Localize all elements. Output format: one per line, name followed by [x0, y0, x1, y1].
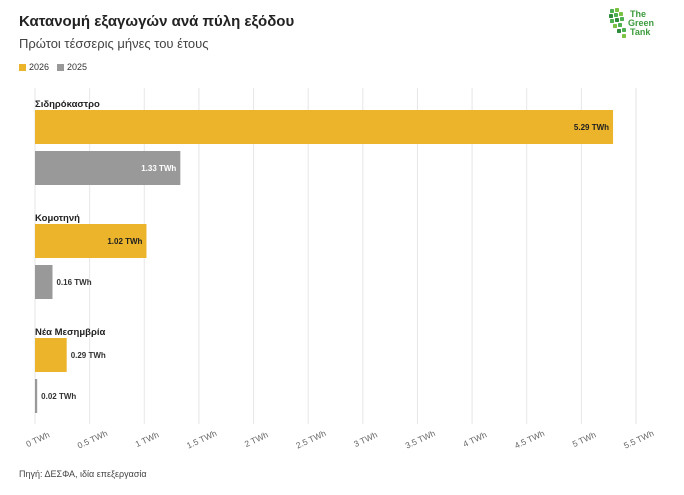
legend-item-2025[interactable]: 2025: [57, 62, 87, 72]
x-tick-label: 3 TWh: [352, 429, 379, 449]
green-tank-logo-icon: The Green Tank: [609, 8, 654, 38]
legend-swatch-2025: [57, 63, 65, 71]
bar-value-label: 1.33 TWh: [141, 164, 176, 173]
x-tick-label: 0 TWh: [24, 429, 51, 449]
chart-subtitle: Πρώτοι τέσσερις μήνες του έτους: [19, 36, 209, 51]
category-label: Νέα Μεσημβρία: [35, 327, 105, 338]
bar-2025-1[interactable]: [35, 265, 53, 299]
legend-swatch-2026: [19, 63, 26, 71]
legend-label-2025: 2025: [67, 62, 88, 72]
x-tick-label: 2.5 TWh: [294, 428, 327, 451]
x-tick-label: 0.5 TWh: [76, 428, 109, 451]
bars: Σιδηρόκαστρο 5.29 TWh 1.33 TWh Κομοτηνή 1.02…: [35, 99, 614, 413]
x-axis-ticks: 0 TWh 0.5 TWh 1 TWh 1.5 TWh 2 TWh 2.5 TWh 3 TW…: [24, 428, 655, 451]
x-tick-label: 4 TWh: [461, 429, 488, 449]
x-tick-label: 1 TWh: [134, 429, 161, 449]
bar-2026-0[interactable]: [35, 110, 614, 144]
bar-2025-2[interactable]: [35, 379, 38, 413]
category-label: Σιδηρόκαστρο: [35, 99, 100, 110]
bar-2025-0[interactable]: [35, 151, 181, 185]
x-tick-label: 2 TWh: [243, 429, 270, 449]
x-tick-label: 3.5 TWh: [404, 428, 437, 451]
chart-legend: 2026 2025: [19, 62, 87, 72]
logo-text-tank: Tank: [630, 27, 651, 37]
x-tick-label: 4.5 TWh: [513, 428, 546, 451]
legend-item-2026[interactable]: 2026: [19, 62, 49, 72]
bar-value-label: 5.29 TWh: [574, 123, 609, 132]
category-label: Κομοτηνή: [35, 213, 80, 224]
legend-label-2026: 2026: [29, 62, 50, 72]
bar-value-label: 0.02 TWh: [41, 392, 76, 401]
bar-value-label: 1.02 TWh: [107, 237, 142, 246]
logo-text-the: The: [630, 9, 646, 19]
x-tick-label: 5 TWh: [571, 429, 598, 449]
chart-title: Κατανομή εξαγωγών ανά πύλη εξόδου: [19, 13, 295, 30]
x-tick-label: 1.5 TWh: [185, 428, 218, 451]
bar-2026-1[interactable]: [35, 224, 147, 258]
source-note: Πηγή: ΔΕΣΦΑ, ιδία επεξεργασία: [19, 469, 147, 479]
bar-2026-2[interactable]: [35, 338, 67, 372]
bar-value-label: 0.16 TWh: [56, 278, 91, 287]
logo-text-green: Green: [628, 18, 654, 28]
x-tick-label: 5.5 TWh: [622, 428, 655, 451]
bar-value-label: 0.29 TWh: [71, 351, 106, 360]
